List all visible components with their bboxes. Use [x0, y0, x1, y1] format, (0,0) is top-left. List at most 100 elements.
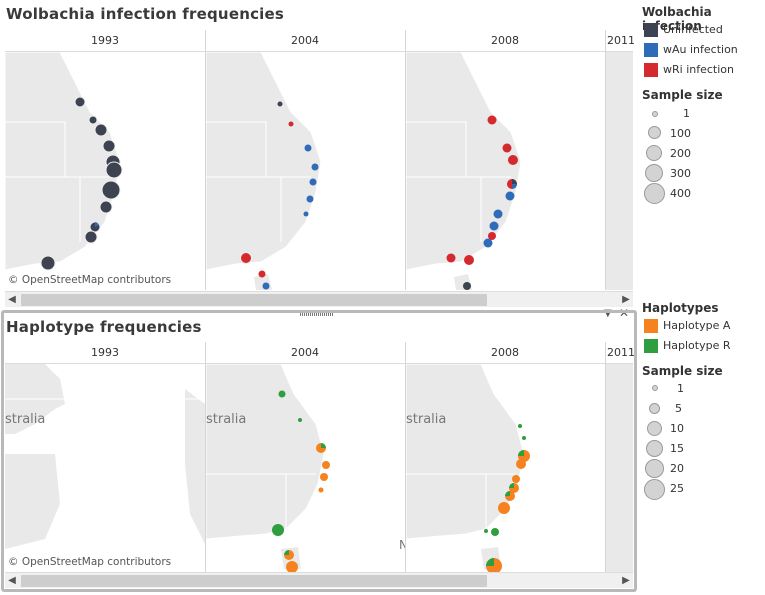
- size-label: 20: [670, 462, 684, 475]
- pie-marker[interactable]: [446, 253, 456, 263]
- pie-marker[interactable]: [240, 252, 252, 264]
- scroll-thumb[interactable]: [21, 575, 487, 587]
- legend-label: wAu infection: [663, 43, 738, 56]
- pie-marker[interactable]: [272, 524, 284, 536]
- pie-marker[interactable]: [508, 155, 518, 165]
- pie-marker[interactable]: [89, 221, 101, 233]
- map-2011-haplotype[interactable]: [606, 364, 633, 572]
- pie-marker[interactable]: [309, 178, 317, 186]
- size-circle: [644, 479, 665, 500]
- pie-marker[interactable]: [484, 529, 488, 533]
- sample-size-legend-title: Sample size: [642, 364, 723, 378]
- pie-marker[interactable]: [512, 475, 520, 483]
- size-circle: [647, 421, 662, 436]
- pie-marker[interactable]: [262, 282, 270, 290]
- pie-marker[interactable]: [486, 558, 502, 572]
- pie-marker[interactable]: [84, 230, 98, 244]
- pie-marker[interactable]: [489, 221, 499, 231]
- pie-marker[interactable]: [316, 443, 326, 453]
- pie-marker[interactable]: [304, 144, 312, 152]
- pie-marker[interactable]: [258, 270, 266, 278]
- pie-marker[interactable]: [507, 179, 517, 189]
- horizontal-scrollbar[interactable]: ◀ ▶: [5, 291, 633, 307]
- osm-attribution: © OpenStreetMap contributors: [8, 556, 172, 568]
- pie-marker[interactable]: [311, 163, 319, 171]
- infection-map-view[interactable]: 1993 2004 2008 2011 © OpenSt: [5, 30, 635, 290]
- pie-marker[interactable]: [286, 561, 298, 572]
- scroll-thumb[interactable]: [21, 294, 487, 306]
- map-2004-infection[interactable]: [206, 52, 405, 290]
- size-label: 1: [677, 382, 684, 395]
- pie-marker[interactable]: [320, 473, 328, 481]
- pie-marker[interactable]: [278, 390, 286, 398]
- pie-marker[interactable]: [505, 491, 515, 501]
- map-2011-infection[interactable]: [606, 52, 633, 290]
- dropdown-arrow-icon[interactable]: ▼: [604, 308, 612, 319]
- haplotype-panel-frame: [1, 310, 637, 592]
- pie-marker[interactable]: [487, 115, 497, 125]
- scroll-left-arrow-icon[interactable]: ◀: [8, 575, 16, 586]
- column-divider: [205, 342, 206, 572]
- pie-marker[interactable]: [483, 238, 493, 248]
- pie-marker[interactable]: [516, 459, 526, 469]
- map-2004-haplotype[interactable]: stralia N: [206, 364, 405, 572]
- panel-splitter-handle[interactable]: [300, 311, 334, 316]
- pie-marker[interactable]: [318, 487, 324, 493]
- australia-map: [206, 52, 322, 290]
- pie-marker[interactable]: [94, 123, 108, 137]
- pie-marker[interactable]: [288, 121, 294, 127]
- column-header-row: 1993 2004 2008 2011: [5, 30, 635, 52]
- pie-marker[interactable]: [509, 483, 519, 493]
- pie-marker[interactable]: [464, 255, 474, 265]
- legend-label: wRi infection: [663, 63, 734, 76]
- pie-marker[interactable]: [102, 139, 116, 153]
- pie-marker[interactable]: [303, 211, 309, 217]
- pie-marker[interactable]: [522, 436, 526, 440]
- pie-marker[interactable]: [505, 191, 515, 201]
- pie-marker[interactable]: [498, 502, 510, 514]
- pie-marker[interactable]: [502, 143, 512, 153]
- haplotype-map-view[interactable]: 1993 2004 2008 2011 stralia © OpenStreet…: [5, 342, 635, 572]
- color-swatch: [644, 319, 658, 333]
- size-circle: [646, 145, 662, 161]
- pie-marker[interactable]: [40, 255, 56, 271]
- map-1993-haplotype[interactable]: stralia © OpenStreetMap contributors: [5, 364, 205, 572]
- size-label: 200: [670, 147, 691, 160]
- pie-marker[interactable]: [322, 461, 330, 469]
- pie-marker[interactable]: [88, 115, 98, 125]
- map-2008-haplotype[interactable]: stralia: [406, 364, 605, 572]
- color-swatch: [644, 63, 658, 77]
- pie-marker[interactable]: [298, 418, 302, 422]
- pie-marker[interactable]: [518, 424, 522, 428]
- pie-marker[interactable]: [277, 101, 283, 107]
- size-label: 1: [683, 107, 690, 120]
- size-label: 15: [670, 442, 684, 455]
- column-divider: [405, 342, 406, 572]
- horizontal-scrollbar[interactable]: ◀ ▶: [5, 572, 633, 588]
- close-icon[interactable]: ✕: [619, 306, 630, 320]
- map-1993-infection[interactable]: © OpenStreetMap contributors: [5, 52, 205, 290]
- scroll-right-arrow-icon[interactable]: ▶: [622, 294, 630, 305]
- size-label: 5: [675, 402, 682, 415]
- pie-marker[interactable]: [74, 96, 86, 108]
- scroll-left-arrow-icon[interactable]: ◀: [8, 294, 16, 305]
- scroll-right-arrow-icon[interactable]: ▶: [622, 575, 630, 586]
- column-header-1993: 1993: [91, 346, 119, 359]
- pie-marker[interactable]: [99, 200, 113, 214]
- legend-label: Haplotype R: [663, 339, 731, 352]
- column-divider: [605, 342, 606, 572]
- column-header-2008: 2008: [491, 34, 519, 47]
- pie-marker[interactable]: [101, 180, 121, 200]
- pie-marker[interactable]: [493, 209, 503, 219]
- column-header-2004: 2004: [291, 346, 319, 359]
- infection-panel-title: Wolbachia infection frequencies: [6, 5, 285, 23]
- column-header-2004: 2004: [291, 34, 319, 47]
- osm-attribution: © OpenStreetMap contributors: [8, 274, 172, 286]
- pie-marker[interactable]: [105, 161, 123, 179]
- pie-marker[interactable]: [491, 528, 499, 536]
- pie-marker[interactable]: [284, 550, 294, 560]
- pie-marker[interactable]: [306, 195, 314, 203]
- pie-marker[interactable]: [488, 232, 496, 240]
- map-2008-infection[interactable]: [406, 52, 605, 290]
- pie-marker[interactable]: [463, 282, 471, 290]
